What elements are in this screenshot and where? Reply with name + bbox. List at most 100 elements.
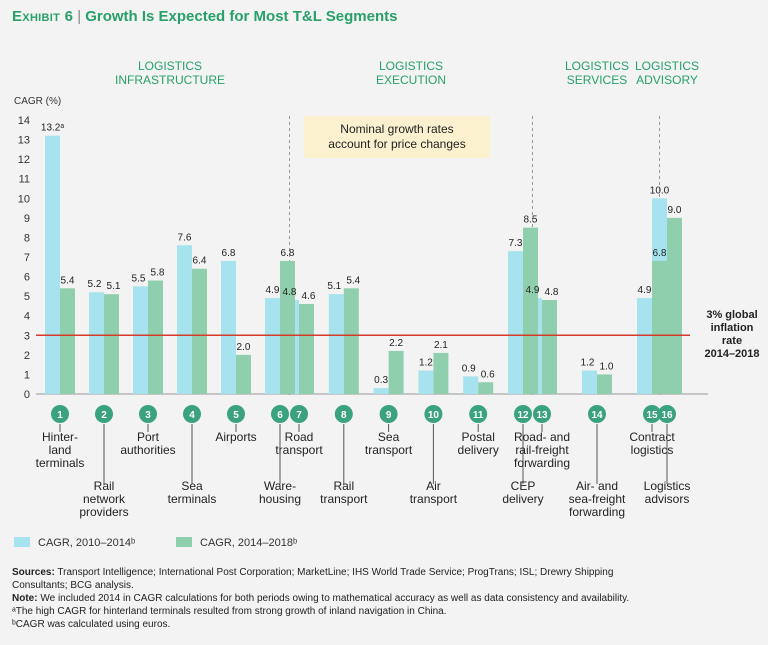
category-number: 15 — [646, 410, 658, 421]
group-header: LOGISTICS ADVISORY — [635, 59, 699, 87]
category-label: Logistics — [644, 479, 691, 493]
bars: 13.2ᵃ 5.4 5.2 5.1 5.5 5.8 7.6 6.4 6.8 2.0 4.9 6.8 4.… — [41, 123, 682, 394]
value-label-series2: 6.8 — [281, 248, 295, 259]
note-label: Note: — [12, 593, 38, 604]
inflation-label: 2014–2018 — [704, 348, 759, 360]
value-label-series1: 0.9 — [462, 363, 476, 374]
group-header: LOGISTICS INFRASTRUCTURE — [115, 59, 225, 87]
category-badge — [183, 405, 201, 423]
bar-series2-cat16 — [667, 217, 682, 394]
category-badge — [658, 405, 676, 423]
value-label-series1: 4.9 — [266, 285, 280, 296]
y-tick-label: 9 — [24, 213, 30, 225]
category-badge — [588, 405, 606, 423]
bar-series2-cat12 — [523, 227, 538, 394]
category-label: Postal — [462, 430, 495, 444]
y-tick-label: 5 — [24, 291, 30, 303]
annotation-box — [304, 116, 490, 158]
bar-series2-cat14 — [597, 374, 612, 394]
value-label-series2: 8.5 — [524, 215, 538, 226]
bar-series2-cat11 — [478, 382, 494, 394]
category-label: Hinter- — [42, 430, 78, 444]
bar-series1-cat6 — [265, 298, 280, 394]
value-label-series2: 2.1 — [434, 340, 448, 351]
category-label: advisors — [645, 492, 690, 506]
category-label: Port — [137, 430, 160, 444]
y-tick-label: 14 — [18, 115, 30, 127]
bar-series1-cat10 — [418, 370, 434, 394]
value-label-series1: 13.2ᵃ — [41, 123, 64, 134]
category-badge — [533, 405, 551, 423]
bar-series2-cat7 — [299, 303, 314, 394]
category-number: 1 — [57, 410, 63, 421]
value-label-series2: 5.4 — [346, 275, 360, 286]
category-number: 6 — [277, 410, 283, 421]
value-label-series1: 1.2 — [419, 358, 433, 369]
bar-series2-cat4 — [192, 268, 207, 394]
category-label: forwarding — [569, 505, 625, 519]
bar-series1-cat5 — [221, 260, 236, 394]
value-label-series2: 1.0 — [600, 361, 614, 372]
title-separator: | — [77, 8, 82, 25]
annotation-text: account for price changes — [328, 137, 465, 151]
value-label-series2: 6.4 — [193, 256, 207, 267]
value-label-series1: 7.6 — [178, 232, 192, 243]
category-label: Road — [285, 430, 314, 444]
category-badge — [290, 405, 308, 423]
y-tick-label: 11 — [19, 174, 30, 186]
value-label-series2: 4.8 — [545, 287, 559, 298]
inflation-label: 3% global — [706, 309, 757, 321]
value-label-series1: 0.3 — [374, 375, 388, 386]
bar-series1-cat15 — [637, 298, 652, 394]
note-line: Note: We included 2014 in CAGR calculati… — [12, 592, 629, 605]
exhibit-headline: Growth Is Expected for Most T&L Segments — [85, 8, 398, 25]
category-number: 13 — [536, 410, 548, 421]
y-tick-label: 4 — [24, 311, 30, 323]
footnote-a: ᵃThe high CAGR for hinterland terminals … — [12, 606, 447, 617]
exhibit-number: Exhibit 6 — [12, 8, 74, 25]
category-label: Rail — [333, 479, 354, 493]
category-number: 8 — [341, 410, 347, 421]
value-label-series2: 2.0 — [237, 342, 251, 353]
sources-label: Sources: — [12, 567, 55, 578]
value-label-series1: 6.8 — [222, 248, 236, 259]
y-tick-label: 12 — [18, 154, 30, 166]
category-badge — [424, 405, 443, 423]
value-label-series2: 5.8 — [151, 267, 165, 278]
bar-series2-cat5 — [236, 354, 251, 394]
category-label: Airports — [215, 430, 256, 444]
value-label-series1: 4.8 — [283, 287, 297, 298]
category-number: 12 — [517, 410, 529, 421]
y-axis-label: CAGR (%) — [14, 96, 61, 107]
group-header: LOGISTICS SERVICES — [565, 59, 629, 87]
category-label: Air — [426, 479, 441, 493]
category-label: Air- and — [576, 479, 618, 493]
bar-series1-cat3 — [133, 286, 148, 394]
value-label-series1: 1.2 — [581, 358, 595, 369]
category-badge — [271, 405, 289, 423]
value-label-series2: 5.4 — [61, 275, 75, 286]
y-tick-label: 13 — [18, 135, 30, 147]
y-tick-label: 8 — [24, 232, 30, 244]
bar-series1-cat8 — [328, 294, 344, 394]
category-label: Contract — [629, 430, 675, 444]
bar-series1-cat11 — [463, 376, 479, 394]
category-badge — [95, 405, 113, 423]
y-tick-label: 2 — [24, 350, 30, 362]
bar-series2-cat9 — [388, 350, 404, 394]
category-label: Sea — [181, 479, 203, 493]
bar-series1-cat4 — [177, 245, 192, 394]
category-label: network — [83, 492, 126, 506]
category-label: Rail — [94, 479, 115, 493]
bar-series2-cat3 — [148, 280, 163, 394]
category-label: forwarding — [514, 456, 570, 470]
value-label-series2: 0.6 — [481, 369, 495, 380]
category-number: 5 — [233, 410, 239, 421]
category-label: sea-freight — [569, 492, 626, 506]
note-text: We included 2014 in CAGR calculations fo… — [37, 593, 630, 604]
legend-swatch-series1 — [14, 537, 30, 547]
exhibit-title: Exhibit 6 | Growth Is Expected for Most T&… — [12, 8, 397, 25]
bar-series1-cat12 — [508, 251, 523, 394]
